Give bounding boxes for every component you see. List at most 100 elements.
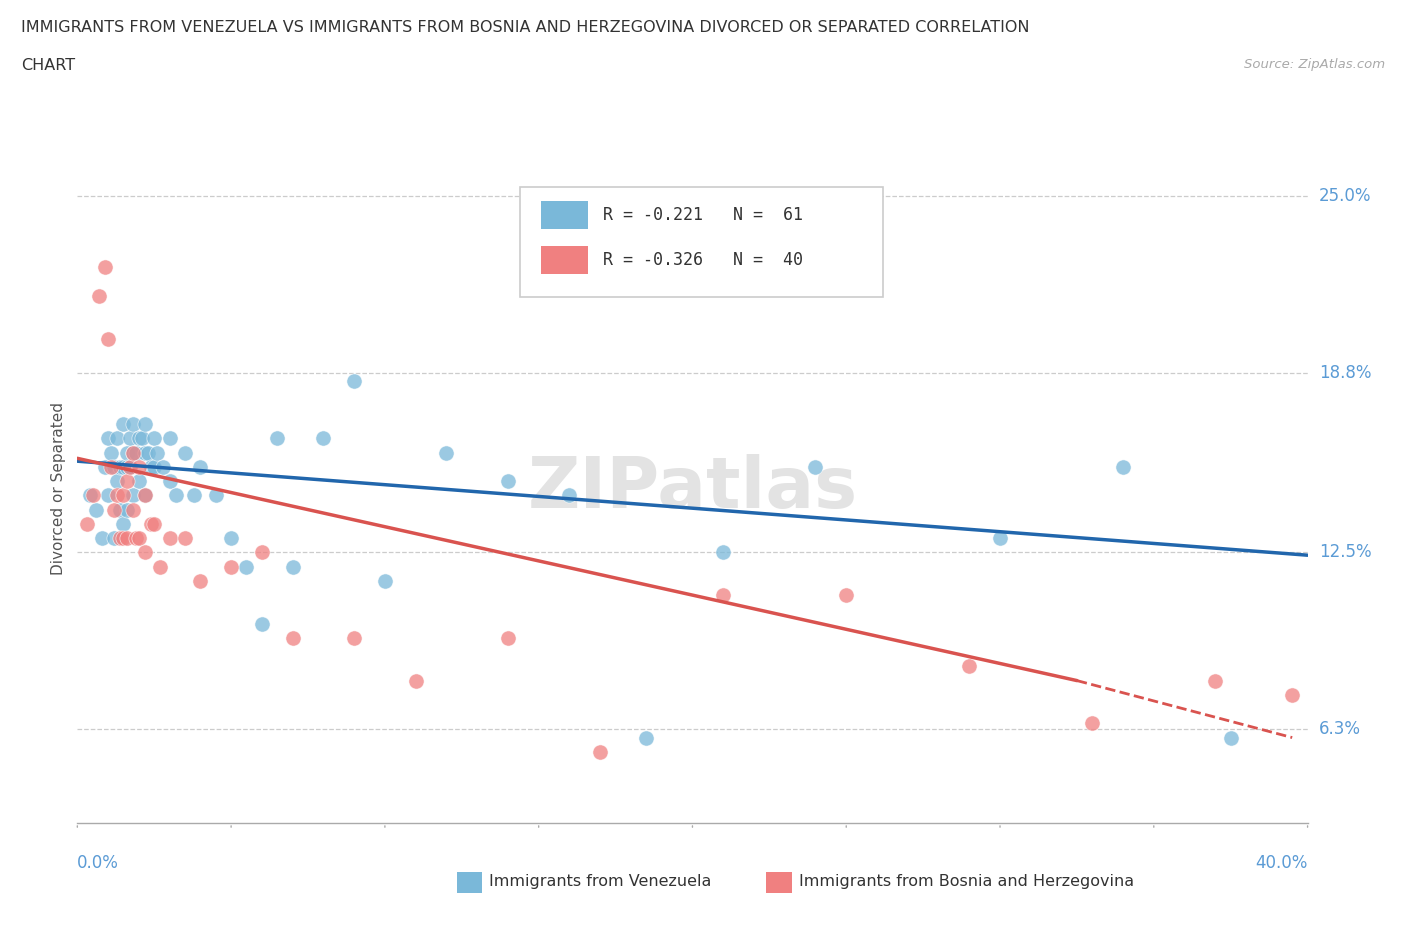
Point (143, 516, 166, 531)
Point (121, 488, 143, 503)
Point (128, 431, 150, 445)
Point (112, 531, 135, 546)
Point (115, 502, 138, 517)
Point (219, 531, 242, 546)
Point (118, 459, 141, 474)
Point (636, 730, 658, 745)
Text: R = -0.221   N =  61: R = -0.221 N = 61 (603, 206, 803, 224)
Text: 25.0%: 25.0% (1319, 187, 1371, 206)
Point (110, 502, 132, 517)
Text: CHART: CHART (21, 58, 75, 73)
Point (1204, 673, 1226, 688)
Point (141, 459, 163, 474)
Point (149, 559, 172, 574)
Point (165, 488, 187, 503)
Point (121, 445, 143, 460)
Point (134, 488, 156, 503)
Point (204, 488, 226, 503)
Point (94, 459, 117, 474)
Point (97, 431, 120, 445)
Text: R = -0.326   N =  40: R = -0.326 N = 40 (603, 251, 803, 269)
Point (1081, 716, 1104, 731)
Point (496, 631, 519, 645)
Point (496, 473, 519, 488)
Point (103, 531, 125, 546)
Point (266, 431, 288, 445)
Point (143, 459, 166, 474)
Point (188, 574, 212, 589)
Point (134, 488, 156, 503)
Point (100, 445, 122, 460)
FancyBboxPatch shape (541, 246, 588, 274)
Point (134, 545, 156, 560)
Point (159, 431, 181, 445)
Point (711, 545, 734, 560)
Point (115, 445, 138, 460)
Text: 40.0%: 40.0% (1256, 854, 1308, 871)
Point (711, 588, 734, 603)
Point (134, 445, 156, 460)
Point (118, 459, 141, 474)
Point (804, 459, 827, 474)
Point (94, 260, 117, 275)
Point (374, 574, 396, 589)
Point (312, 431, 335, 445)
Point (105, 431, 128, 445)
Point (90, 531, 114, 546)
Text: Immigrants from Bosnia and Herzegovina: Immigrants from Bosnia and Herzegovina (799, 874, 1133, 889)
FancyBboxPatch shape (520, 187, 883, 298)
Point (436, 445, 458, 460)
Text: IMMIGRANTS FROM VENEZUELA VS IMMIGRANTS FROM BOSNIA AND HERZEGOVINA DIVORCED OR : IMMIGRANTS FROM VENEZUELA VS IMMIGRANTS … (21, 20, 1029, 35)
FancyBboxPatch shape (541, 201, 588, 229)
Point (159, 531, 181, 546)
Point (558, 488, 581, 503)
Point (118, 431, 141, 445)
Point (112, 459, 135, 474)
Point (159, 473, 181, 488)
Point (105, 488, 128, 503)
Point (143, 431, 166, 445)
Point (112, 516, 135, 531)
Point (84, 502, 107, 517)
Point (128, 459, 150, 474)
Point (125, 531, 148, 546)
Point (115, 473, 138, 488)
Point (97, 488, 120, 503)
Point (174, 531, 197, 546)
Point (76, 516, 98, 531)
Text: 12.5%: 12.5% (1319, 543, 1371, 562)
Point (121, 445, 143, 460)
Point (82, 488, 104, 503)
Text: 6.3%: 6.3% (1319, 720, 1361, 738)
Point (87, 288, 110, 303)
Point (141, 516, 163, 531)
Point (343, 631, 366, 645)
Point (112, 488, 135, 503)
Point (957, 658, 980, 673)
Point (152, 459, 174, 474)
Point (250, 545, 273, 560)
Point (125, 445, 148, 460)
Point (188, 459, 212, 474)
Point (134, 417, 156, 432)
Point (146, 445, 169, 460)
Point (281, 631, 304, 645)
Text: ZIPatlas: ZIPatlas (527, 454, 858, 523)
Point (250, 617, 273, 631)
Text: Immigrants from Venezuela: Immigrants from Venezuela (489, 874, 711, 889)
Point (128, 473, 150, 488)
Point (110, 459, 132, 474)
Y-axis label: Divorced or Separated: Divorced or Separated (51, 402, 66, 575)
Point (105, 473, 128, 488)
Point (79, 488, 101, 503)
Point (405, 673, 427, 688)
Point (121, 502, 143, 517)
Point (235, 559, 257, 574)
Point (110, 531, 132, 546)
Point (281, 559, 304, 574)
Point (589, 744, 612, 759)
Point (121, 417, 143, 432)
Point (112, 417, 135, 432)
Point (100, 459, 122, 474)
Point (97, 331, 120, 346)
